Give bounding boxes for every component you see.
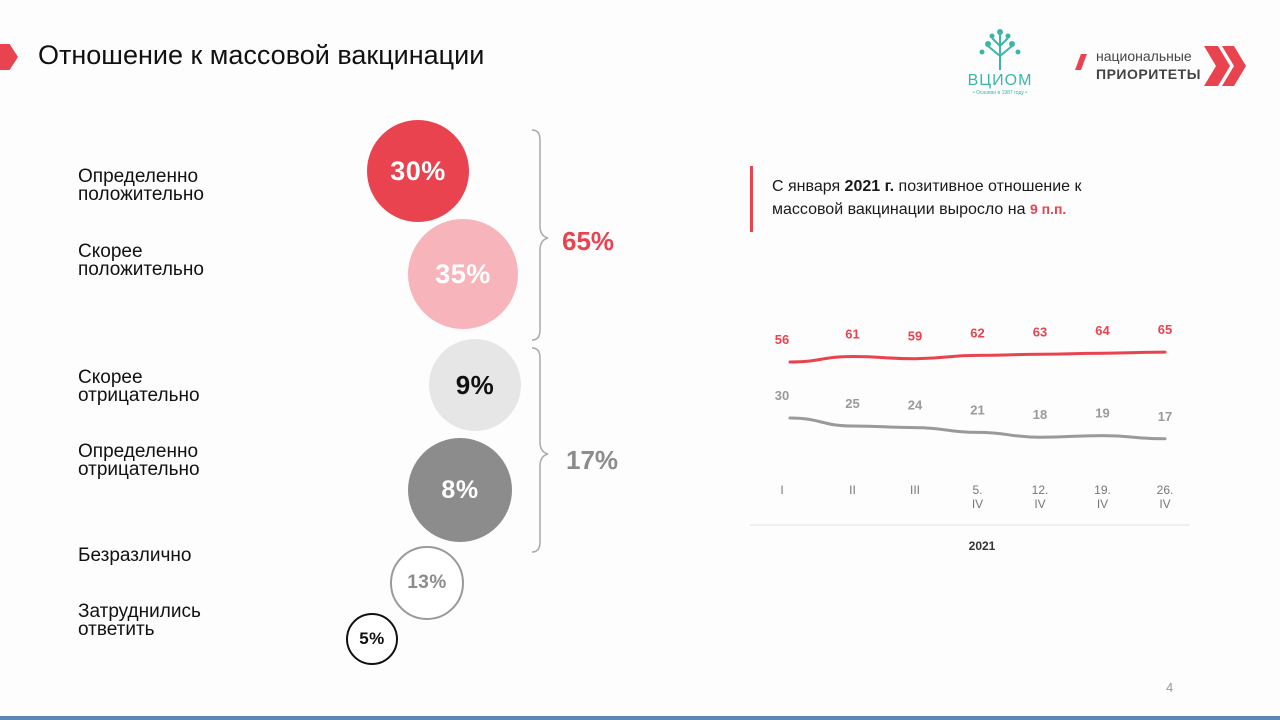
np-logo-line1: национальные [1096,48,1192,64]
np-logo-arrows [1204,46,1246,86]
note-year: 2021 г. [844,178,895,195]
series-line-1 [788,416,1167,441]
x-tick-label: II [849,483,856,497]
data-label: 24 [908,398,923,413]
data-label: 25 [845,396,859,411]
vciom-tree-logo [979,29,1021,70]
label-definitely-positive: Определенно положительно [78,166,204,205]
x-tick-label: 12. [1032,483,1049,497]
title-marker [0,44,18,70]
data-label: 63 [1033,324,1047,339]
bubble-rather-negative: 9% [429,339,521,431]
x-tick-label: III [910,483,920,497]
page-number: 4 [1166,680,1174,695]
bubble-rather-positive: 35% [408,219,518,329]
data-label: 59 [908,329,922,344]
series-line-0 [788,350,1167,364]
bubble-hard-to-answer: 5% [346,613,398,665]
note-line2: массовой вакцинации выросло на [772,201,1030,218]
note-delta: 9 п.п. [1029,201,1067,217]
label-rather-positive: Скорее положительно [78,241,204,280]
vciom-logo-name: ВЦИОМ [967,72,1033,89]
data-label: 21 [970,402,984,417]
label-hard-to-answer: Затруднились ответить [78,601,201,640]
data-label: 62 [970,325,984,340]
vciom-logo-subtitle: • Основан в 1987 году • [972,90,1028,96]
group-brackets [531,129,549,553]
x-tick-label: IV [1034,497,1045,511]
bottom-accent-line [0,716,1280,720]
np-logo-line2: ПРИОРИТЕТЫ [1096,66,1201,82]
np-logo-dash [1075,54,1087,70]
x-tick-label: IV [1097,497,1108,511]
label-indifferent: Безразлично [78,545,192,566]
data-label: 19 [1095,406,1109,421]
label-definitely-negative: Определенно отрицательно [78,441,200,480]
data-label: 65 [1158,322,1172,337]
positive-total: 65% [562,226,615,256]
data-label: 18 [1033,407,1047,422]
x-tick-label: 5. [972,483,982,497]
label-rather-negative: Скорее отрицательно [78,367,200,406]
x-tick-label: IV [1159,497,1170,511]
page-title: Отношение к массовой вакцинации [38,40,485,70]
note-middle: позитивное отношение к [894,178,1082,195]
national-priorities-logo: национальные ПРИОРИТЕТЫ [1075,44,1258,94]
data-label: 30 [775,388,789,403]
bubble-definitely-negative: 8% [408,438,512,542]
note-accent-bar [750,166,753,232]
negative-total: 17% [566,445,619,475]
x-tick-label: 19. [1094,483,1111,497]
note-prefix: С января [772,178,845,195]
data-label: 61 [845,327,859,342]
x-tick-label: I [780,483,783,497]
x-tick-label: 26. [1157,483,1174,497]
data-label: 64 [1095,323,1110,338]
trend-note: С января 2021 г. позитивное отношение к … [772,176,1082,221]
data-label: 56 [775,332,789,347]
data-label: 17 [1158,409,1172,424]
x-tick-label: IV [972,497,983,511]
x-axis-label: 2021 [969,539,996,553]
bubble-definitely-positive: 30% [367,120,469,222]
bubble-indifferent: 13% [390,546,464,620]
